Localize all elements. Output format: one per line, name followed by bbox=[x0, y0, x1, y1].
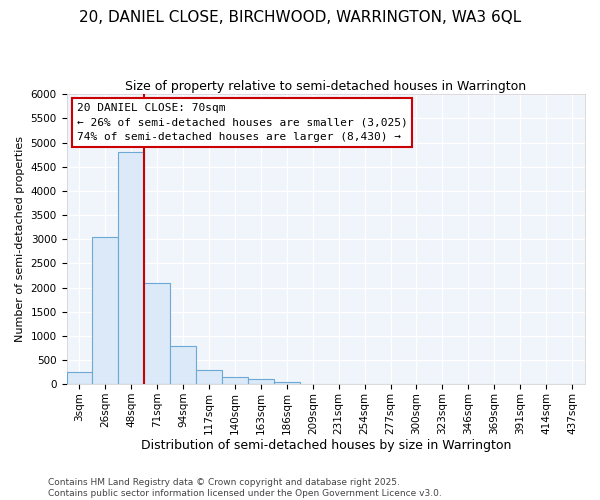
Bar bbox=[67, 372, 92, 384]
Bar bbox=[248, 380, 274, 384]
Bar bbox=[274, 382, 300, 384]
Text: Contains HM Land Registry data © Crown copyright and database right 2025.
Contai: Contains HM Land Registry data © Crown c… bbox=[48, 478, 442, 498]
Bar bbox=[196, 370, 222, 384]
Title: Size of property relative to semi-detached houses in Warrington: Size of property relative to semi-detach… bbox=[125, 80, 526, 93]
Bar bbox=[170, 346, 196, 384]
Bar bbox=[118, 152, 144, 384]
Bar bbox=[144, 282, 170, 384]
Y-axis label: Number of semi-detached properties: Number of semi-detached properties bbox=[15, 136, 25, 342]
Bar bbox=[222, 377, 248, 384]
X-axis label: Distribution of semi-detached houses by size in Warrington: Distribution of semi-detached houses by … bbox=[140, 440, 511, 452]
Text: 20 DANIEL CLOSE: 70sqm
← 26% of semi-detached houses are smaller (3,025)
74% of : 20 DANIEL CLOSE: 70sqm ← 26% of semi-det… bbox=[77, 103, 407, 142]
Text: 20, DANIEL CLOSE, BIRCHWOOD, WARRINGTON, WA3 6QL: 20, DANIEL CLOSE, BIRCHWOOD, WARRINGTON,… bbox=[79, 10, 521, 25]
Bar bbox=[92, 237, 118, 384]
